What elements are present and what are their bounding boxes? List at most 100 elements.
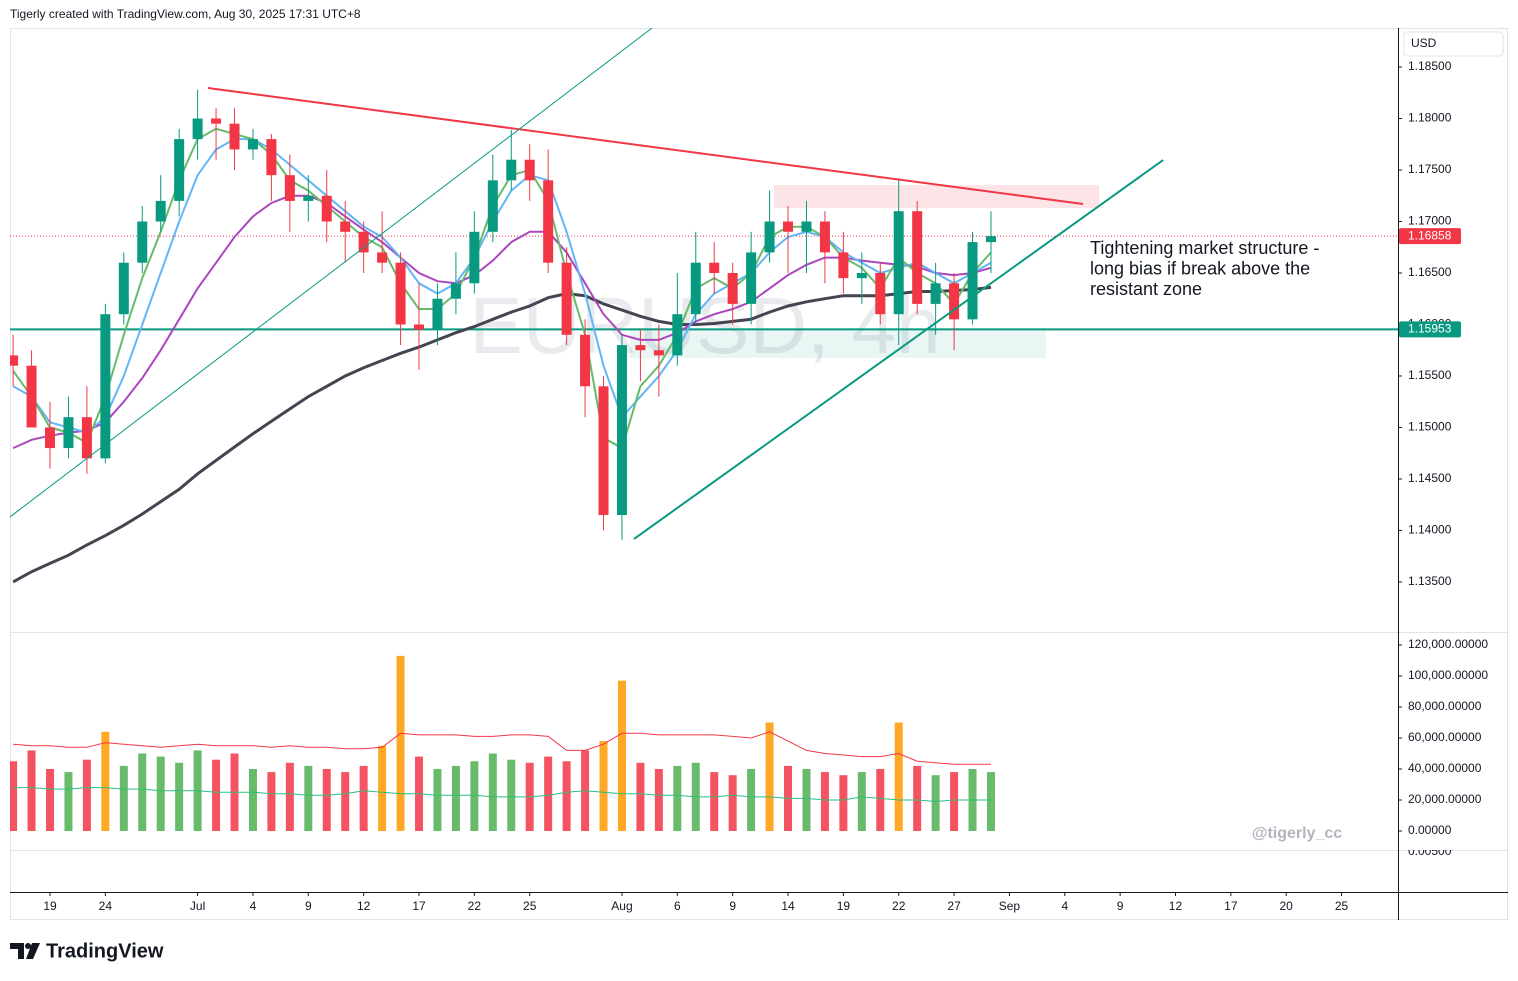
volume-bar	[986, 772, 995, 831]
x-tick-label: 24	[99, 899, 113, 913]
x-tick-label: 14	[781, 899, 795, 913]
volume-bar	[341, 772, 350, 831]
volume-average	[13, 731, 991, 765]
candle-body	[506, 159, 517, 181]
volume-bar	[101, 731, 110, 831]
candle-body	[764, 221, 775, 253]
y-tick-label: 1.17000	[1408, 214, 1452, 228]
candle-body	[118, 262, 129, 315]
x-tick-label: 12	[1169, 899, 1183, 913]
candle-body	[174, 139, 185, 201]
volume-bar	[728, 775, 737, 831]
candle-body	[192, 118, 203, 140]
x-tick-label: 4	[1061, 899, 1068, 913]
volume-bar	[654, 768, 663, 831]
volume-bar	[747, 768, 756, 831]
candle-body	[727, 272, 738, 304]
logo	[10, 943, 40, 959]
candle-body	[653, 350, 664, 356]
lower-pane-label: 0.00500	[1408, 844, 1452, 858]
volume-bar	[876, 768, 885, 831]
volume-bar	[175, 762, 184, 831]
x-tick-label: 19	[837, 899, 851, 913]
volume-average	[13, 787, 991, 803]
candle-body	[137, 221, 148, 263]
candle-body	[801, 221, 812, 232]
volume-bar	[599, 741, 608, 831]
candle-body	[303, 195, 314, 201]
logo-mark	[26, 943, 40, 959]
axes: 1.135001.140001.145001.150001.155001.160…	[43, 59, 1488, 913]
y-tick-label: 1.18000	[1408, 111, 1452, 125]
level-label: 1.15953	[1408, 322, 1452, 336]
header: Tigerly created with TradingView.com, Au…	[10, 7, 361, 21]
level-label-box	[1399, 321, 1461, 338]
candle-body	[893, 211, 904, 315]
x-tick-label: 22	[892, 899, 906, 913]
candle-body	[875, 272, 886, 315]
volume-bar	[10, 761, 18, 831]
x-tick-label: 6	[674, 899, 681, 913]
logo-mark	[25, 943, 31, 949]
x-tick-label: 27	[947, 899, 961, 913]
volume-bar	[617, 680, 626, 831]
trendline	[207, 87, 1084, 205]
volume-bar	[913, 765, 922, 831]
candle-body	[819, 221, 830, 253]
y-tick-label: 1.16500	[1408, 265, 1452, 279]
volume-bar	[857, 772, 866, 831]
x-tick-label: 22	[468, 899, 482, 913]
x-tick-label: 17	[412, 899, 426, 913]
volume-tick-label: 100,000.00000	[1408, 668, 1488, 682]
volume-bar	[156, 756, 165, 831]
y-tick-label: 1.18500	[1408, 59, 1452, 73]
candle-body	[709, 262, 720, 273]
volume-bar	[802, 768, 811, 831]
volume-bar	[673, 765, 682, 831]
candle-body	[229, 123, 240, 150]
candle-body	[63, 417, 74, 449]
x-tick-label: 9	[729, 899, 736, 913]
x-tick-label: Sep	[999, 899, 1021, 913]
candle-body	[377, 252, 388, 263]
candle-body	[358, 231, 369, 253]
y-tick-label: 1.13500	[1408, 574, 1452, 588]
volume-bar	[950, 772, 959, 831]
last-price-box	[1399, 228, 1461, 245]
candle-body	[247, 139, 258, 150]
volume-bar	[27, 750, 36, 831]
candle-body	[580, 334, 591, 387]
volume-bar	[285, 762, 294, 831]
candle-body	[284, 175, 295, 201]
moving-average	[12, 194, 992, 450]
candle-body	[395, 262, 406, 325]
volume-bar	[894, 722, 903, 831]
candle-body	[912, 211, 923, 304]
x-tick-label: 25	[523, 899, 537, 913]
x-tick-label: 17	[1224, 899, 1238, 913]
candle-body	[930, 283, 941, 304]
candle-body	[543, 180, 554, 263]
annotation: Tightening market structure -	[1090, 238, 1319, 258]
volume-bar	[119, 765, 128, 831]
volume-bar	[138, 753, 147, 831]
x-tick-label: 9	[1117, 899, 1124, 913]
volume-bar	[64, 772, 73, 831]
volume-bar	[451, 765, 460, 831]
x-tick-label: Jul	[190, 899, 205, 913]
volume-bar	[470, 761, 479, 831]
logo-mark	[10, 943, 24, 959]
volume-bar	[544, 756, 553, 831]
volume-bar	[248, 768, 257, 831]
candle-body	[985, 236, 996, 243]
candle-body	[266, 139, 277, 176]
handle: @tigerly_cc	[1252, 825, 1342, 842]
volume-bar	[304, 765, 313, 831]
candle-body	[81, 417, 92, 459]
candle-body	[469, 231, 480, 284]
frame	[10, 28, 1508, 920]
candle-body	[10, 355, 19, 366]
trendline	[633, 159, 1164, 540]
